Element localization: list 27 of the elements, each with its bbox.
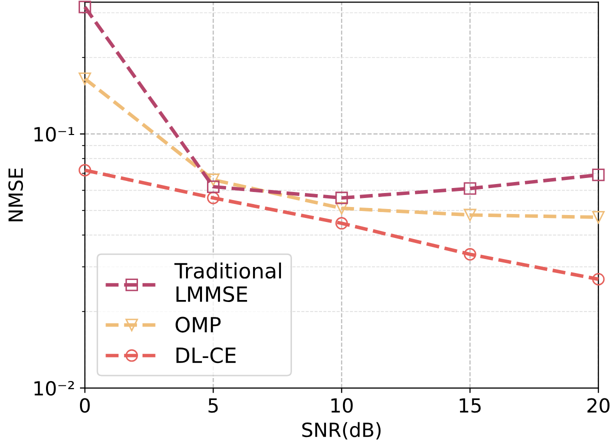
legend-label: DL-CE <box>176 347 236 364</box>
point <box>464 248 476 261</box>
x-tick-label: 0 <box>80 398 90 413</box>
point <box>207 192 220 204</box>
point <box>78 72 92 85</box>
legend-label: Traditional LMMSE <box>174 262 281 302</box>
x-tick-label: 5 <box>208 398 218 413</box>
point <box>335 192 348 204</box>
point <box>335 202 348 215</box>
x-tick-label: 15 <box>460 398 481 413</box>
point <box>207 174 220 186</box>
y-axis-title: NMSE <box>8 168 24 222</box>
legend-label: OMP <box>176 316 221 333</box>
point <box>464 208 476 222</box>
y-tick-label: 10⁻² <box>34 380 74 396</box>
x-tick-label: 20 <box>587 398 610 413</box>
point <box>78 0 92 14</box>
point <box>592 168 605 182</box>
point <box>592 273 605 286</box>
point <box>78 164 92 176</box>
x-axis-title: SNR(dB) <box>302 422 381 440</box>
y-tick-label: 10⁻¹ <box>34 126 74 142</box>
point <box>592 211 605 224</box>
x-tick-label: 10 <box>331 398 353 413</box>
point <box>464 182 476 195</box>
point <box>335 217 348 230</box>
point <box>207 180 220 193</box>
